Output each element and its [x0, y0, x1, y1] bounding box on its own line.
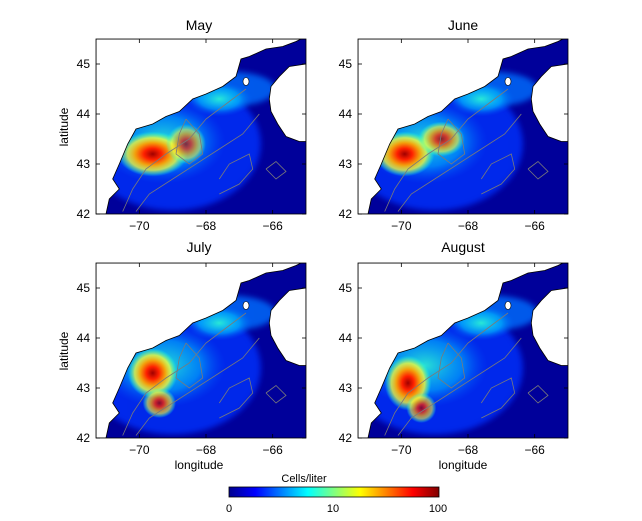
depth-contour: [122, 88, 247, 212]
depth-contour: [265, 160, 287, 180]
y-axis-label-bottom: latitude: [57, 331, 71, 370]
panel-title: June: [448, 17, 479, 33]
depth-contour: [175, 118, 204, 165]
heatmap-field: [358, 263, 568, 438]
depth-contour: [218, 377, 254, 419]
y-tick-label: 42: [339, 431, 353, 445]
x-axis-label-right: longitude: [439, 458, 488, 472]
x-tick-label: −70: [391, 443, 412, 457]
depth-contour: [135, 113, 260, 212]
island: [242, 301, 250, 310]
y-tick-label: 44: [77, 331, 91, 345]
panel-may: May −70 −68 −66 42 43 44 45: [77, 17, 307, 233]
land-nova-scotia: [530, 63, 568, 142]
colorbar-gradient: [228, 486, 440, 498]
heatmap-field: [96, 39, 306, 214]
bloom-hotspot: [166, 124, 206, 164]
depth-contour: [437, 342, 466, 389]
land-nova-scotia: [268, 63, 306, 142]
depth-contour: [527, 384, 549, 404]
depth-contour: [135, 337, 260, 436]
y-tick-label: 43: [339, 157, 353, 171]
panel-title: July: [187, 239, 212, 255]
island: [504, 301, 512, 310]
y-tick-label: 45: [339, 57, 353, 71]
bloom-hotspot: [406, 393, 437, 423]
bloom-hotspot: [127, 348, 178, 398]
depth-contour: [384, 88, 509, 212]
depth-contour: [437, 118, 466, 165]
island: [242, 77, 250, 86]
x-tick-label: −66: [524, 443, 545, 457]
y-tick-label: 45: [339, 281, 353, 295]
x-tick-label: −70: [129, 219, 150, 233]
x-tick-label: −66: [262, 443, 283, 457]
heatmap-field: [358, 39, 568, 214]
y-tick-label: 42: [77, 207, 91, 221]
panel-title: May: [186, 17, 212, 33]
depth-contour: [218, 153, 254, 195]
y-tick-label: 45: [77, 57, 91, 71]
bloom-hotspot: [142, 388, 176, 418]
bloom-hotspot: [418, 121, 465, 157]
x-tick-label: −68: [196, 443, 217, 457]
y-tick-label: 43: [339, 381, 353, 395]
y-tick-label: 43: [77, 157, 91, 171]
depth-contour: [122, 312, 247, 436]
x-tick-label: −66: [524, 219, 545, 233]
axes-frame: [95, 262, 307, 439]
land-nova-scotia: [268, 287, 306, 366]
colorbar-tick-label: 10: [327, 503, 339, 515]
x-tick-label: −66: [262, 219, 283, 233]
y-tick-label: 45: [77, 281, 91, 295]
x-tick-label: −70: [129, 443, 150, 457]
panel-july: July −70 −68 −66 42 43 44 45: [77, 239, 307, 457]
y-tick-label: 44: [339, 331, 353, 345]
depth-contour: [527, 160, 549, 180]
depth-contour: [480, 377, 516, 419]
heatmap-field: [96, 263, 306, 438]
land-mainland: [358, 39, 568, 214]
panel-august: August −70 −68 −66 42 43 44 45: [339, 239, 569, 457]
y-tick-label: 43: [77, 381, 91, 395]
y-tick-label: 42: [77, 431, 91, 445]
panel-june: June −70 −68 −66 42 43 44 45: [339, 17, 569, 233]
panel-title: August: [441, 239, 485, 255]
axes-frame: [95, 38, 307, 215]
colorbar-tick-label: 0: [226, 503, 232, 515]
depth-contour: [480, 153, 516, 195]
depth-contour: [397, 337, 522, 436]
axes-frame: [357, 262, 569, 439]
x-tick-label: −68: [458, 219, 479, 233]
colorbar-label: Cells/liter: [281, 473, 327, 485]
colorbar-tick-label: 100: [429, 503, 447, 515]
y-axis-label-top: latitude: [57, 107, 71, 146]
y-tick-label: 42: [339, 207, 353, 221]
y-tick-label: 44: [339, 107, 353, 121]
land-mainland: [96, 263, 306, 438]
y-tick-label: 44: [77, 107, 91, 121]
x-tick-label: −70: [391, 219, 412, 233]
x-tick-label: −68: [196, 219, 217, 233]
depth-contour: [175, 342, 204, 389]
island: [504, 77, 512, 86]
axes-frame: [357, 38, 569, 215]
land-nova-scotia: [530, 287, 568, 366]
x-axis-label-left: longitude: [175, 458, 224, 472]
depth-contour: [384, 312, 509, 436]
colorbar: Cells/liter 0 10 100: [226, 473, 447, 515]
land-mainland: [358, 263, 568, 438]
x-tick-label: −68: [458, 443, 479, 457]
depth-contour: [265, 384, 287, 404]
land-mainland: [96, 39, 306, 214]
depth-contour: [397, 113, 522, 212]
